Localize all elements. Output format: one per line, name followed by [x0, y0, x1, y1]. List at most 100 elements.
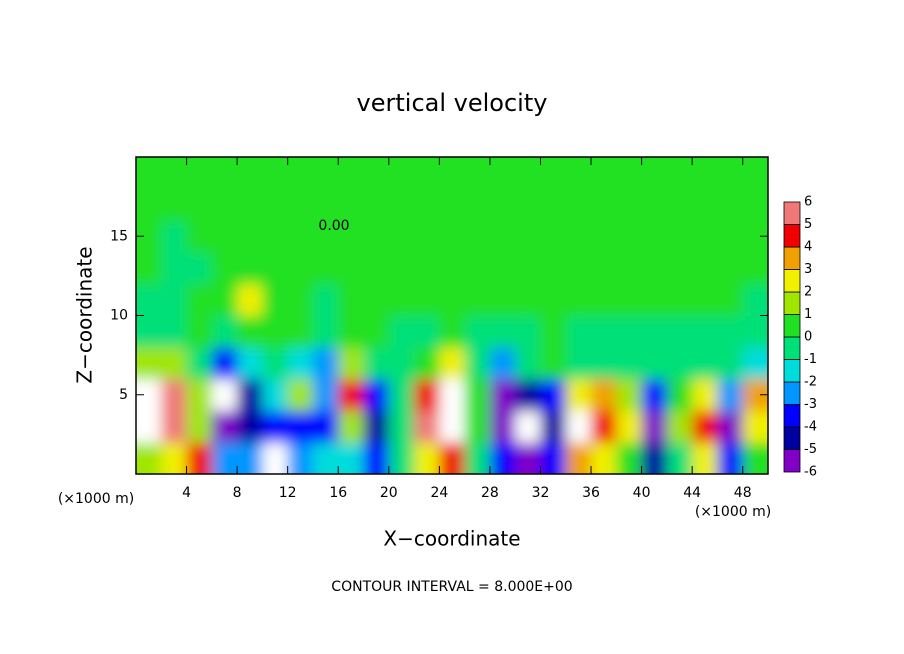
- cell: [338, 220, 365, 253]
- cell: [641, 378, 668, 412]
- colorbar-label: 4: [804, 240, 812, 255]
- cell: [641, 157, 668, 190]
- cell: [262, 157, 289, 190]
- cell: [742, 410, 768, 443]
- cell: [338, 410, 365, 443]
- cell: [692, 378, 718, 412]
- cell: [136, 252, 162, 285]
- y-axis-label: Z−coordinate: [73, 246, 97, 383]
- cell: [616, 252, 643, 285]
- cell: [211, 378, 238, 412]
- cell: [414, 252, 440, 285]
- cell: [540, 220, 567, 253]
- cell: [717, 410, 744, 443]
- cell: [161, 252, 188, 285]
- cell: [262, 315, 289, 348]
- cell: [262, 252, 289, 285]
- x-tick-label: 20: [380, 485, 398, 501]
- cell: [363, 378, 390, 412]
- cell: [692, 220, 718, 253]
- cell: [666, 220, 693, 253]
- colorbar-label: -4: [804, 420, 817, 435]
- cell: [666, 188, 693, 221]
- cell: [717, 442, 744, 474]
- cell: [439, 252, 466, 285]
- cell: [161, 378, 188, 412]
- cell: [186, 347, 213, 380]
- cell: [464, 378, 491, 412]
- cell: [742, 315, 768, 348]
- cell: [565, 157, 592, 190]
- cell: [565, 252, 592, 285]
- cell: [338, 442, 365, 474]
- cell: [565, 442, 592, 474]
- cell: [186, 188, 213, 221]
- cell: [211, 283, 238, 316]
- colorbar-band: [783, 359, 801, 383]
- cell: [262, 220, 289, 253]
- colorbar-label: 3: [804, 262, 812, 277]
- cell: [666, 442, 693, 474]
- cell: [489, 378, 516, 412]
- cell: [591, 220, 617, 253]
- cell: [136, 410, 162, 443]
- cell: [186, 378, 213, 412]
- cells: [136, 157, 768, 474]
- cell: [515, 220, 541, 253]
- cell: [287, 252, 314, 285]
- cell: [312, 378, 339, 412]
- x-tick-label: 32: [532, 485, 550, 501]
- cell: [312, 410, 339, 443]
- colorbar-label: -3: [804, 397, 817, 412]
- cell: [666, 283, 693, 316]
- colorbar-band: [783, 201, 801, 225]
- cell: [186, 315, 213, 348]
- x-unit-right: (×1000 m): [695, 504, 771, 520]
- x-tick-label: 28: [481, 485, 499, 501]
- colorbar-band: [783, 224, 801, 248]
- cell: [161, 188, 188, 221]
- cell: [464, 410, 491, 443]
- cell: [616, 378, 643, 412]
- x-tick-label: 8: [233, 485, 242, 501]
- cell: [641, 252, 668, 285]
- cell: [414, 410, 440, 443]
- contour-label: 0.00: [318, 218, 349, 234]
- cell: [692, 157, 718, 190]
- cell: [136, 442, 162, 474]
- cell: [237, 252, 263, 285]
- cell: [717, 347, 744, 380]
- cell: [515, 252, 541, 285]
- cell: [666, 410, 693, 443]
- cell: [464, 283, 491, 316]
- cell: [439, 220, 466, 253]
- cell: [515, 188, 541, 221]
- colorbar-label: -6: [804, 465, 817, 480]
- cell: [161, 347, 188, 380]
- cell: [262, 188, 289, 221]
- cell: [414, 442, 440, 474]
- colorbar-band: [783, 336, 801, 360]
- cell: [489, 157, 516, 190]
- cell: [388, 157, 415, 190]
- cell: [136, 315, 162, 348]
- cell: [540, 188, 567, 221]
- cell: [363, 410, 390, 443]
- cell: [237, 188, 263, 221]
- cell: [211, 315, 238, 348]
- cell: [262, 442, 289, 474]
- cell: [338, 315, 365, 348]
- cell: [565, 220, 592, 253]
- cell: [186, 220, 213, 253]
- cell: [161, 220, 188, 253]
- cell: [287, 188, 314, 221]
- colorbar-band: [783, 246, 801, 270]
- cell: [540, 157, 567, 190]
- cell: [439, 283, 466, 316]
- cell: [616, 410, 643, 443]
- cell: [439, 378, 466, 412]
- field: [136, 157, 768, 474]
- cell: [464, 347, 491, 380]
- cell: [742, 442, 768, 474]
